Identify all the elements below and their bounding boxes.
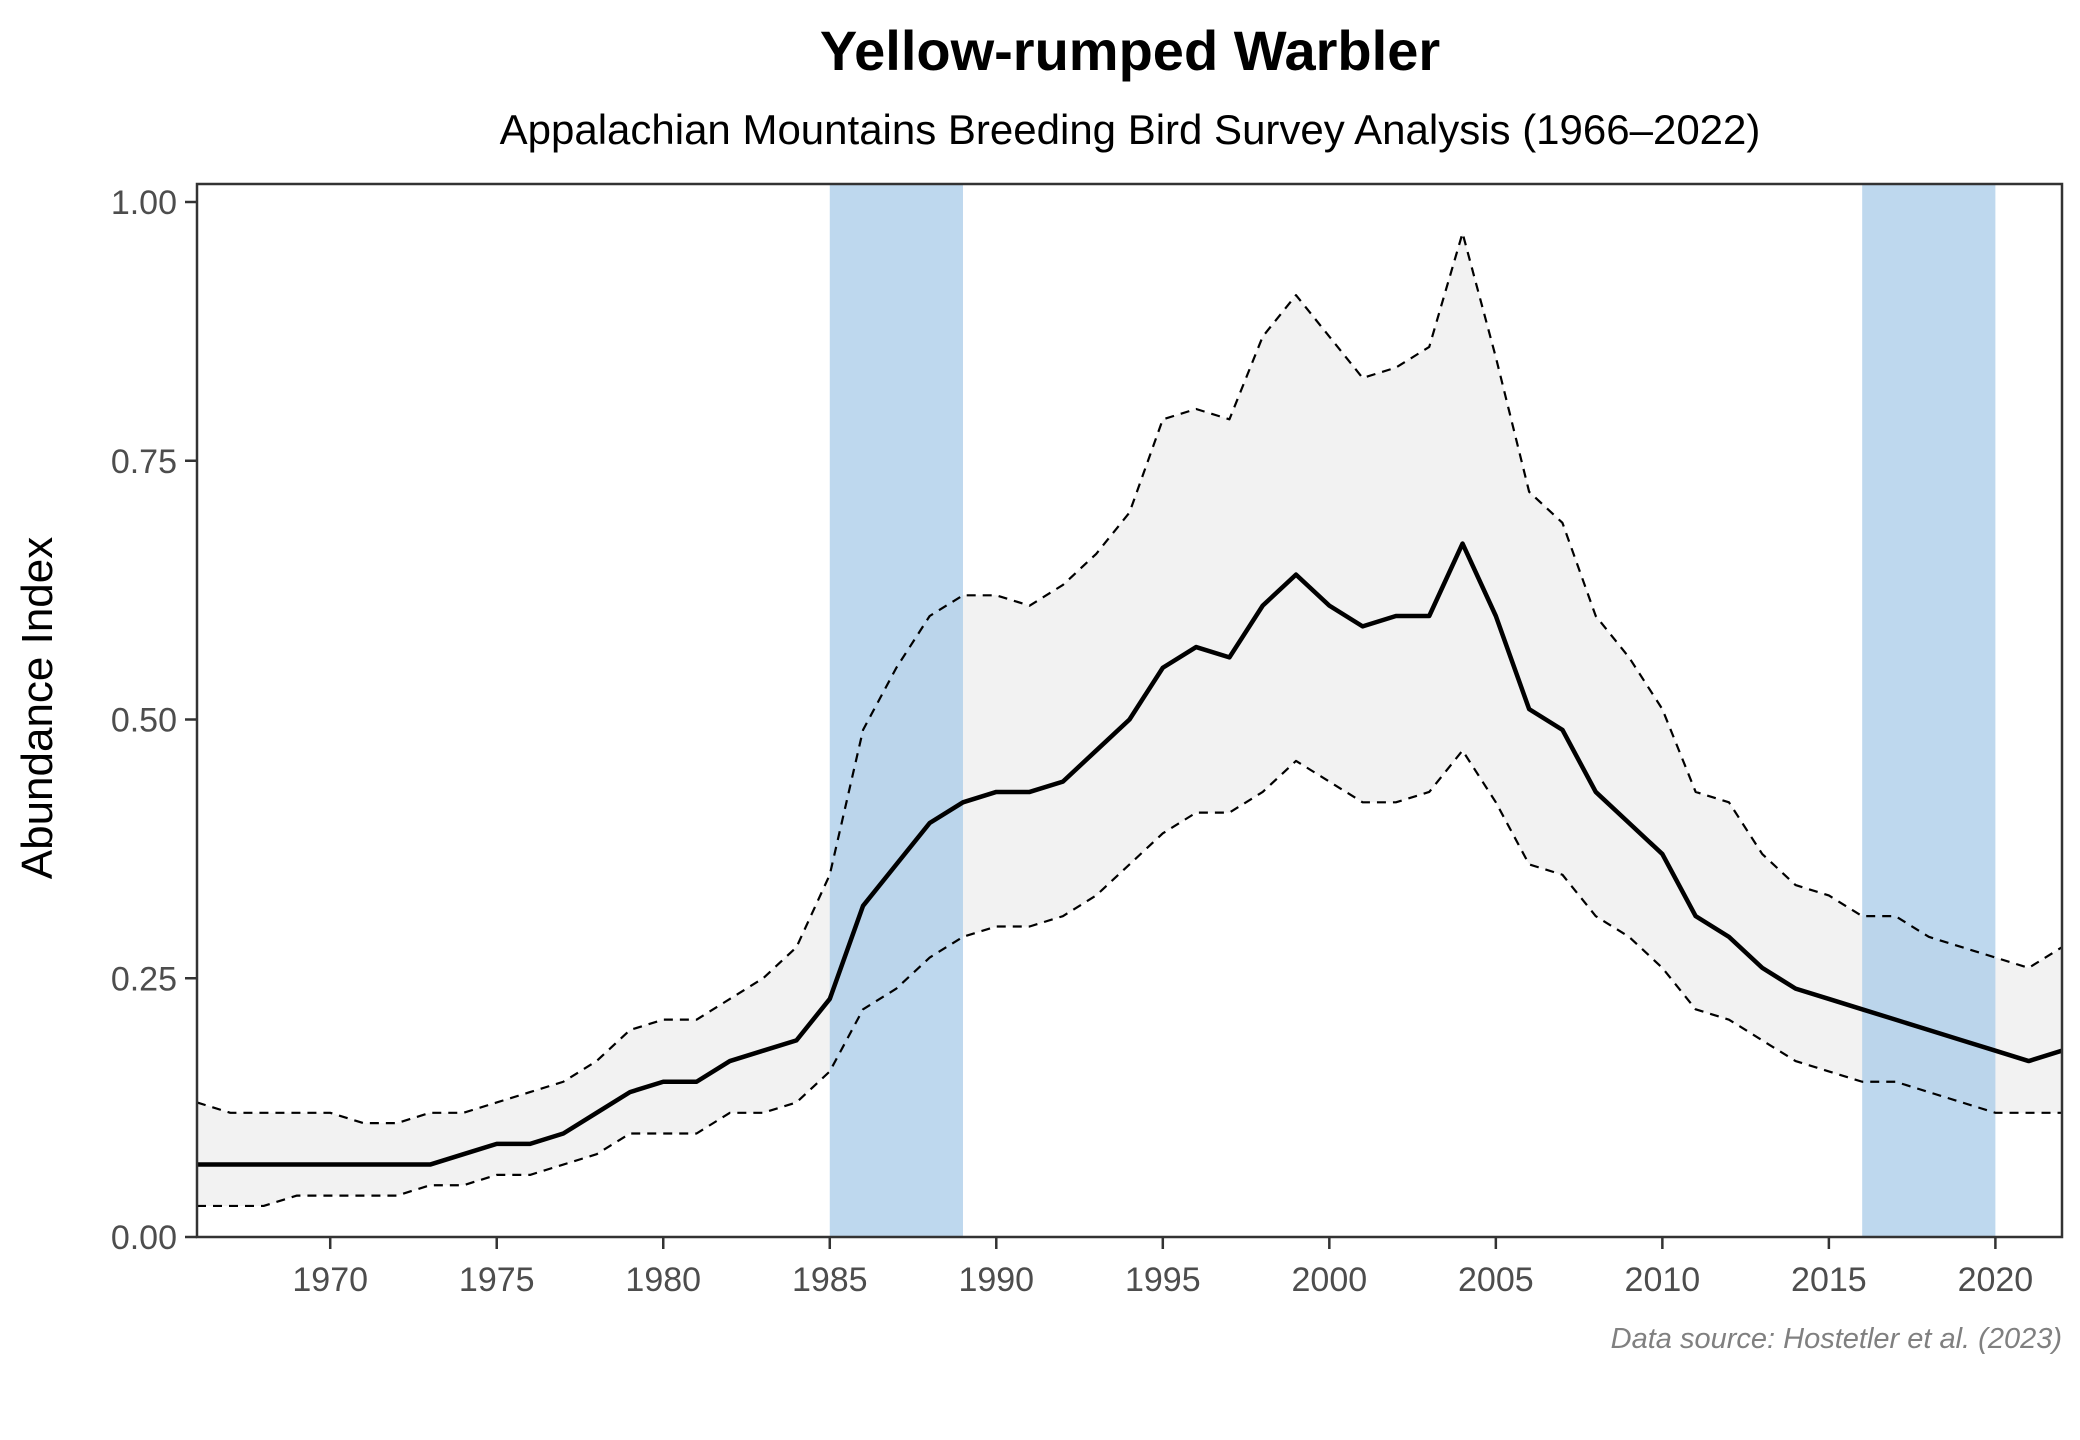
y-tick-label-0.25: 0.25	[111, 960, 177, 998]
x-tick-label-2000: 2000	[1292, 1261, 1368, 1299]
x-tick-label-2020: 2020	[1958, 1261, 2034, 1299]
plot-area	[195, 182, 2064, 1239]
x-tick-label-1985: 1985	[792, 1261, 868, 1299]
highlight-period-1	[829, 184, 963, 1237]
y-tick-label-1.00: 1.00	[111, 184, 177, 222]
panel-border	[195, 182, 2064, 1239]
y-tick-label-0.75: 0.75	[111, 443, 177, 481]
series-line-lower-ci	[197, 749, 2062, 1208]
x-tick-label-1975: 1975	[459, 1261, 535, 1299]
highlight-period-2	[1862, 184, 1996, 1237]
chart-title: Yellow-rumped Warbler	[820, 19, 1440, 82]
x-tick-label-2005: 2005	[1458, 1261, 1534, 1299]
x-axis: 1970 1975 1980 1985 1990 1995 2000 2005 2010 2015…	[292, 1237, 2033, 1299]
x-tick-label-1990: 1990	[958, 1261, 1034, 1299]
data-source-caption: Data source: Hostetler et al. (2023)	[1611, 1323, 2062, 1355]
chart-subtitle: Appalachian Mountains Breeding Bird Surv…	[500, 106, 1761, 153]
y-tick-label-0.00: 0.00	[111, 1219, 177, 1257]
x-tick-label-1970: 1970	[292, 1261, 368, 1299]
x-tick-label-2015: 2015	[1791, 1261, 1867, 1299]
series-line-abundance	[197, 541, 2062, 1167]
x-tick-label-1995: 1995	[1125, 1261, 1201, 1299]
y-tick-label-0.50: 0.50	[111, 702, 177, 740]
y-axis: 0.00 0.25 0.50 0.75 1.00	[111, 184, 197, 1257]
x-tick-label-1980: 1980	[625, 1261, 701, 1299]
x-tick-label-2010: 2010	[1625, 1261, 1701, 1299]
y-axis-title: Abundance Index	[13, 537, 62, 880]
